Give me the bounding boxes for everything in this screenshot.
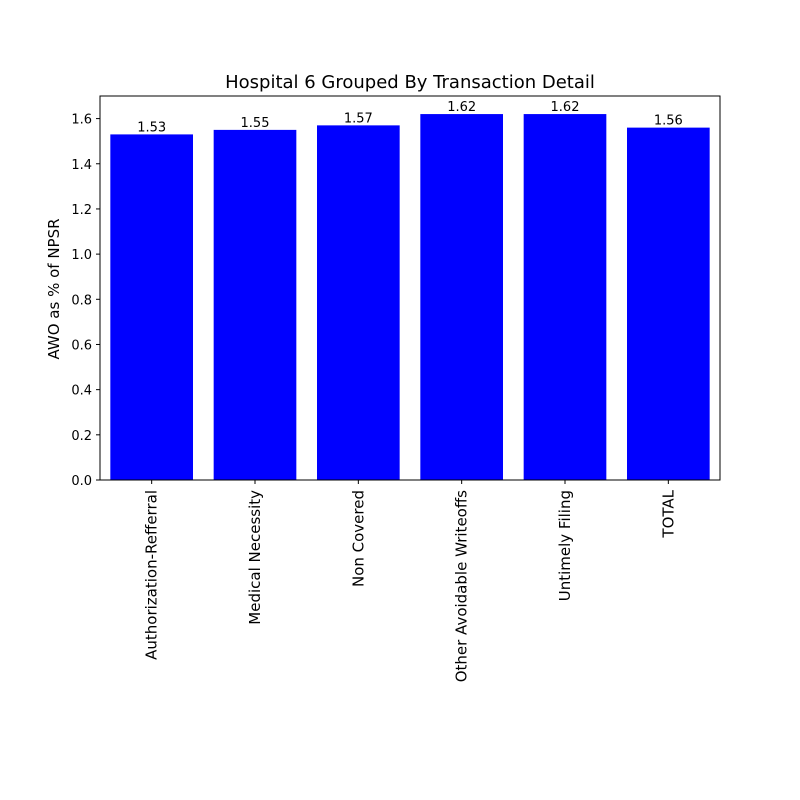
plot-frame	[99, 95, 721, 481]
data-label-1: 1.55	[241, 116, 270, 131]
bar-5	[627, 127, 710, 480]
data-label-4: 1.62	[551, 100, 580, 115]
x-axis-ticks: Authorization-Refferral Medical Necessity…	[143, 480, 677, 682]
bar-2	[317, 125, 400, 480]
x-tick-label-4: Untimely Filing	[556, 490, 574, 601]
bar-0	[110, 134, 193, 480]
y-axis-label: AWO as % of NPSR	[45, 218, 63, 359]
y-tick-label-5: 1.0	[71, 248, 92, 263]
y-axis-ticks: 0.0 0.2 0.4 0.6 0.8 1.0 1.2 1.4 1.6	[71, 113, 100, 489]
data-labels: 1.53 1.55 1.57 1.62 1.62 1.56	[137, 100, 683, 135]
bar-3	[420, 114, 503, 480]
data-label-3: 1.62	[447, 100, 476, 115]
chart-title: Hospital 6 Grouped By Transaction Detail	[225, 72, 595, 93]
data-label-5: 1.56	[654, 114, 683, 129]
y-tick-label-6: 1.2	[71, 203, 92, 218]
bar-1	[213, 129, 297, 480]
x-tick-label-1: Medical Necessity	[246, 490, 264, 625]
x-tick-label-2: Non Covered	[349, 490, 367, 587]
y-tick-label-4: 0.8	[71, 293, 92, 308]
y-tick-label-8: 1.6	[71, 113, 92, 128]
x-tick-label-5: TOTAL	[659, 489, 677, 538]
x-tick-label-0: Authorization-Refferral	[143, 490, 161, 660]
y-tick-label-1: 0.2	[71, 429, 92, 444]
y-tick-label-7: 1.4	[71, 158, 92, 173]
data-label-0: 1.53	[137, 120, 166, 135]
data-label-2: 1.57	[344, 111, 373, 126]
y-tick-label-0: 0.0	[71, 474, 92, 489]
x-tick-label-3: Other Avoidable Writeoffs	[453, 490, 471, 682]
bar-4	[523, 114, 607, 480]
y-tick-label-2: 0.4	[71, 384, 92, 399]
y-tick-label-3: 0.6	[71, 338, 92, 353]
bars-layer	[110, 114, 710, 480]
